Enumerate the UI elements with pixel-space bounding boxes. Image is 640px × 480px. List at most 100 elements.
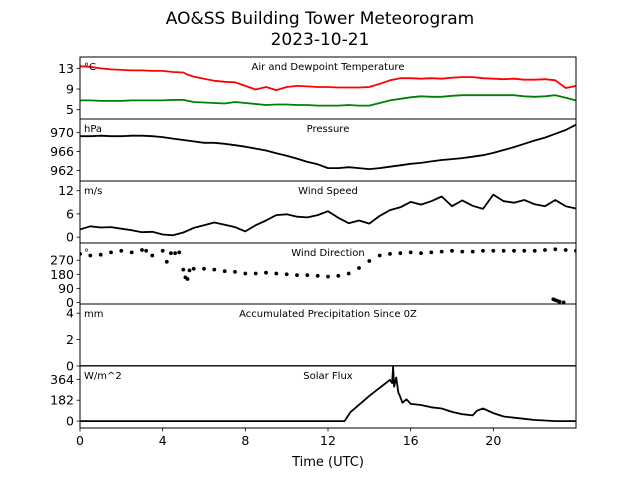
data-point (563, 248, 568, 252)
y-tick-label: 0 (66, 295, 74, 310)
x-tick-label: 0 (76, 433, 84, 448)
data-point (173, 251, 178, 256)
y-tick-label: 182 (50, 393, 74, 408)
data-point (169, 251, 173, 256)
y-tick-label: 4 (66, 306, 74, 321)
data-point (429, 250, 434, 255)
panel-5: 0 2 4 Accumulated Precipitation Since 0Z mm (66, 303, 577, 374)
panel-title: Wind Speed (298, 186, 358, 197)
x-tick-label: 20 (485, 433, 501, 448)
panels: 5 9 13 Air and Dewpoint Temperature °C 962 966… (50, 56, 577, 429)
data-point (202, 266, 206, 271)
y-tick-label: 970 (50, 125, 74, 140)
panel-1-plot (80, 65, 576, 107)
panel-title: Pressure (307, 124, 350, 135)
x-tick-label: 8 (241, 433, 249, 448)
panel-4-plot (80, 247, 576, 304)
series-line-2 (80, 94, 576, 107)
unit-label: °C (84, 62, 96, 73)
y-tick-label: 0 (66, 414, 74, 429)
panel-1: 5 9 13 Air and Dewpoint Temperature °C (58, 56, 577, 120)
panel-6-plot (80, 366, 576, 422)
data-point (522, 248, 527, 253)
unit-label: hPa (84, 124, 102, 135)
y-tick-label: 364 (50, 372, 74, 387)
panel-3-plot (80, 193, 576, 237)
x-axis-label: Time (UTC) (291, 455, 364, 470)
data-point (315, 273, 320, 278)
data-point (553, 247, 558, 252)
y-tick-label: 12 (58, 183, 74, 198)
data-point (212, 267, 217, 272)
data-point (439, 249, 444, 254)
data-point (367, 259, 372, 263)
y-tick-label: 180 (50, 267, 74, 282)
y-tick-label: 5 (66, 102, 74, 117)
data-point (222, 269, 227, 274)
y-tick-label: 0 (66, 359, 74, 374)
unit-label: ° (84, 248, 89, 259)
panel-3: 0 6 12 Wind Speed m/s (58, 180, 577, 245)
figure-date: 2023-10-21 (271, 30, 370, 50)
data-point (98, 252, 103, 257)
data-point (295, 273, 299, 277)
data-point (243, 271, 248, 276)
unit-label: W/m^2 (84, 371, 122, 382)
data-point (470, 249, 475, 254)
data-point (253, 271, 258, 276)
data-point (408, 250, 413, 255)
data-point (264, 270, 268, 275)
data-point (326, 274, 330, 279)
y-tick-label: 13 (58, 61, 74, 76)
data-point (187, 268, 192, 273)
data-point (501, 248, 506, 253)
x-tick-label: 4 (159, 433, 167, 448)
data-point (129, 250, 134, 255)
data-point (419, 251, 423, 256)
data-point (191, 266, 196, 271)
data-point (109, 250, 113, 255)
series-line-1 (80, 366, 576, 422)
data-point (185, 277, 190, 281)
data-point (557, 299, 562, 304)
data-point (543, 248, 547, 252)
data-point (150, 253, 155, 258)
panel-title: Air and Dewpoint Temperature (252, 62, 405, 73)
panel-6: 0 182 364 Solar Flux W/m^2 (50, 365, 577, 429)
data-point (164, 259, 169, 264)
data-point (88, 253, 93, 258)
y-tick-label: 2 (66, 332, 74, 347)
figure-title: AO&SS Building Tower Meteorogram (166, 9, 474, 29)
data-point (512, 248, 516, 253)
data-point (398, 251, 403, 256)
panel-2-plot (80, 123, 576, 170)
data-point (388, 252, 392, 256)
data-point (144, 248, 149, 253)
x-tick-label: 16 (403, 433, 419, 448)
data-point (561, 300, 566, 304)
data-point (336, 273, 341, 278)
panel-title: Wind Direction (291, 248, 365, 259)
data-point (274, 271, 279, 276)
y-tick-label: 9 (66, 82, 74, 97)
data-point (140, 248, 144, 252)
x-axis: 0 4 8 12 16 20 (76, 428, 501, 448)
data-point (377, 253, 382, 258)
y-tick-label: 966 (50, 144, 74, 159)
data-point (450, 248, 454, 253)
data-point (181, 267, 186, 272)
data-point (346, 271, 351, 276)
data-point (284, 272, 289, 277)
data-point (119, 248, 124, 253)
data-point (481, 248, 485, 253)
data-point (491, 248, 496, 253)
data-point (460, 249, 465, 254)
y-tick-label: 0 (66, 230, 74, 245)
y-tick-label: 962 (50, 163, 74, 178)
series-line-1 (80, 65, 576, 91)
data-point (177, 250, 182, 255)
panel-title: Accumulated Precipitation Since 0Z (239, 309, 417, 320)
y-tick-label: 270 (50, 253, 74, 268)
